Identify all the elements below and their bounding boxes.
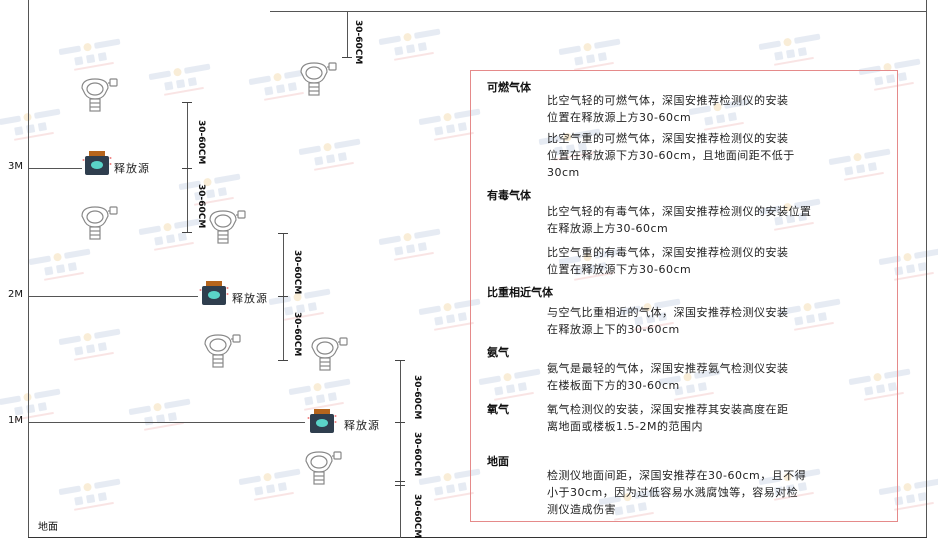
watermark-logo — [378, 28, 450, 64]
dimension-label: 30-60CM — [196, 184, 206, 229]
similar-text: 与空气比重相近的气体，深国安推荐检测仪安装 在释放源上下的30-60cm — [547, 306, 789, 336]
watermark-logo — [378, 228, 450, 264]
gas-detector-icon — [206, 206, 248, 252]
level-3m-line — [28, 168, 82, 169]
ground-label: 地面 — [38, 522, 58, 533]
combustible-heavy-text: 比空气重的可燃气体，深国安推荐检测仪的安装 位置在释放源下方30-60cm，且地… — [547, 132, 795, 179]
toxic-heavy-text: 比空气重的有毒气体，深国安推荐检测仪的安装 位置在释放源下方30-60cm — [547, 246, 789, 276]
dimension-label: 30-60CM — [412, 375, 422, 420]
watermark-logo — [58, 478, 130, 514]
oxygen-heading: 氧气 — [487, 403, 509, 416]
watermark-logo — [758, 33, 830, 69]
dimension-label: 30-60CM — [292, 250, 302, 295]
level-2m-line — [28, 296, 198, 297]
level-2m-label: 2M — [8, 289, 23, 300]
ammonia-text: 氨气是最轻的气体，深国安推荐氨气检测仪安装 在楼板面下方的30-60cm — [547, 362, 789, 392]
dimension-tick — [395, 481, 405, 482]
watermark-logo — [0, 108, 70, 144]
dimension-label: 30-60CM — [412, 432, 422, 477]
dimension-tick — [395, 485, 405, 486]
watermark-logo — [128, 398, 200, 434]
ceiling-line — [270, 11, 927, 12]
release-source-icon — [307, 408, 337, 438]
dimension-tick — [182, 168, 192, 169]
similar-heading: 比重相近气体 — [487, 286, 553, 299]
dimension-label: 30-60CM — [412, 494, 422, 539]
release-source-label: 释放源 — [114, 162, 150, 175]
dimension-tick — [182, 102, 192, 103]
dimension-line — [187, 102, 188, 232]
dimension-tick — [182, 232, 192, 233]
level-1m-line — [28, 422, 305, 423]
level-1m-label: 1M — [8, 415, 23, 426]
watermark-logo — [58, 328, 130, 364]
watermark-logo — [298, 138, 370, 174]
ground-text: 检测仪地面间距，深国安推荐在30-60cm，且不得 小于30cm，因为过低容易水… — [547, 469, 807, 516]
oxygen-text: 氧气检测仪的安装，深国安推荐其安装高度在距 离地面或楼板1.5-2M的范围内 — [547, 403, 789, 433]
watermark-logo — [58, 38, 130, 74]
dimension-tick — [395, 360, 405, 361]
dimension-tick — [278, 360, 288, 361]
release-source-icon — [82, 150, 112, 180]
dimension-tick — [342, 57, 352, 58]
toxic-light-text: 比空气轻的有毒气体，深国安推荐检测仪的安装位置 在释放源上方30-60cm — [547, 205, 812, 235]
ground-heading: 地面 — [487, 455, 509, 468]
dimension-line — [347, 11, 348, 58]
floor-line — [28, 537, 927, 538]
combustible-heading: 可燃气体 — [487, 81, 531, 94]
gas-detector-icon — [78, 202, 120, 248]
ammonia-heading: 氨气 — [487, 346, 509, 359]
gas-detector-icon — [78, 74, 120, 120]
watermark-logo — [238, 468, 310, 504]
dimension-tick — [278, 296, 288, 297]
gas-detector-icon — [302, 447, 344, 493]
dimension-label: 30-60CM — [353, 20, 363, 65]
watermark-logo — [178, 173, 250, 209]
release-source-label: 释放源 — [344, 419, 380, 432]
toxic-heading: 有毒气体 — [487, 189, 531, 202]
right-wall-line — [926, 0, 927, 538]
watermark-logo — [558, 38, 630, 74]
dimension-label: 30-60CM — [196, 120, 206, 165]
dimension-line — [400, 360, 401, 538]
release-source-icon — [199, 280, 229, 310]
dimension-label: 30-60CM — [292, 312, 302, 357]
gas-detector-icon — [308, 333, 350, 379]
installation-guide-box: 可燃气体 比空气轻的可燃气体，深国安推荐检测仪的安装 位置在释放源上方30-60… — [470, 70, 898, 522]
gas-detector-icon — [297, 58, 339, 104]
gas-detector-icon — [201, 330, 243, 376]
level-3m-label: 3M — [8, 161, 23, 172]
left-wall-line — [28, 0, 29, 538]
dimension-tick — [395, 422, 405, 423]
dimension-tick — [278, 233, 288, 234]
watermark-logo — [148, 63, 220, 99]
release-source-label: 释放源 — [232, 292, 268, 305]
watermark-logo — [28, 248, 100, 284]
combustible-light-text: 比空气轻的可燃气体，深国安推荐检测仪的安装 位置在释放源上方30-60cm — [547, 94, 789, 124]
